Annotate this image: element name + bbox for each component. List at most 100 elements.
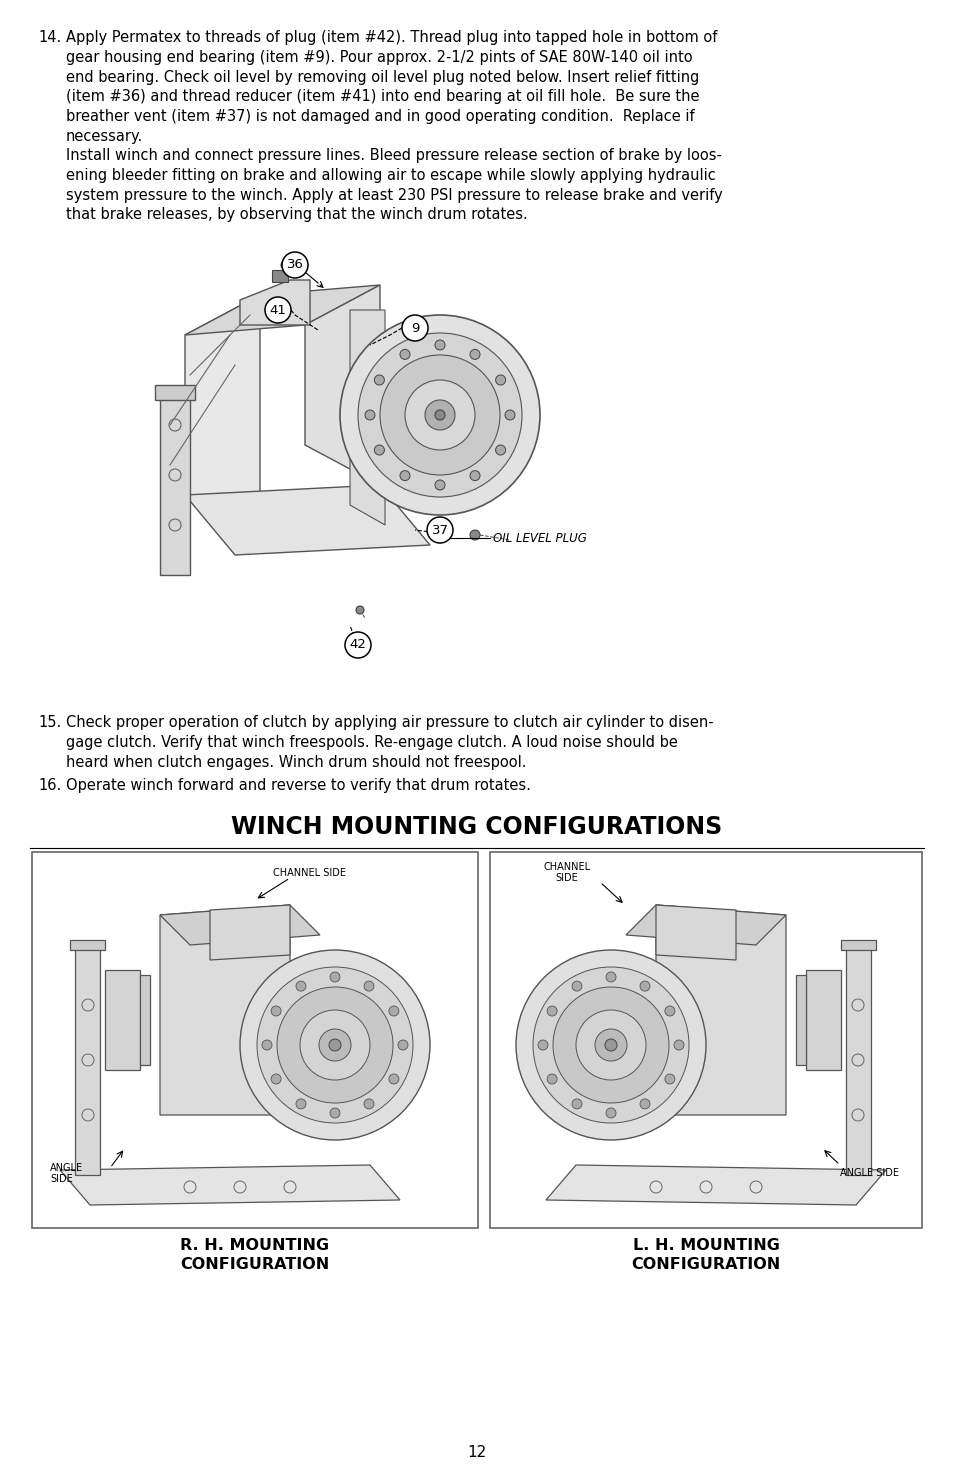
Polygon shape bbox=[545, 1165, 885, 1205]
Circle shape bbox=[470, 530, 479, 540]
Circle shape bbox=[496, 445, 505, 454]
Circle shape bbox=[470, 350, 479, 360]
Text: L. H. MOUNTING
CONFIGURATION: L. H. MOUNTING CONFIGURATION bbox=[631, 1238, 780, 1273]
Text: Operate winch forward and reverse to verify that drum rotates.: Operate winch forward and reverse to ver… bbox=[66, 777, 530, 794]
Circle shape bbox=[295, 1099, 306, 1109]
Circle shape bbox=[427, 518, 453, 543]
Polygon shape bbox=[70, 940, 105, 950]
Circle shape bbox=[546, 1006, 557, 1016]
Circle shape bbox=[389, 1006, 398, 1016]
Circle shape bbox=[256, 968, 413, 1122]
Text: 9: 9 bbox=[411, 322, 418, 335]
Circle shape bbox=[572, 1099, 581, 1109]
Circle shape bbox=[639, 981, 649, 991]
Text: 16.: 16. bbox=[38, 777, 61, 794]
Text: 36: 36 bbox=[286, 258, 303, 271]
Polygon shape bbox=[32, 853, 477, 1229]
Polygon shape bbox=[210, 906, 290, 960]
Polygon shape bbox=[490, 853, 921, 1229]
Polygon shape bbox=[625, 906, 785, 945]
Circle shape bbox=[318, 1030, 351, 1061]
Circle shape bbox=[282, 252, 308, 277]
Polygon shape bbox=[105, 971, 140, 1069]
Circle shape bbox=[240, 950, 430, 1140]
Text: Apply Permatex to threads of plug (item #42). Thread plug into tapped hole in bo: Apply Permatex to threads of plug (item … bbox=[66, 30, 717, 145]
Text: CHANNEL SIDE: CHANNEL SIDE bbox=[274, 867, 346, 878]
Polygon shape bbox=[140, 975, 150, 1065]
Polygon shape bbox=[154, 385, 194, 400]
Circle shape bbox=[330, 1108, 339, 1118]
Polygon shape bbox=[805, 971, 841, 1069]
Circle shape bbox=[397, 1040, 408, 1050]
Circle shape bbox=[605, 1108, 616, 1118]
Polygon shape bbox=[656, 906, 735, 960]
Circle shape bbox=[435, 410, 444, 420]
Circle shape bbox=[664, 1074, 674, 1084]
Polygon shape bbox=[272, 270, 288, 282]
Circle shape bbox=[399, 471, 410, 481]
Text: ANGLE SIDE: ANGLE SIDE bbox=[840, 1168, 898, 1179]
Polygon shape bbox=[305, 285, 379, 485]
Polygon shape bbox=[75, 945, 100, 1176]
Circle shape bbox=[605, 972, 616, 982]
Circle shape bbox=[664, 1006, 674, 1016]
Circle shape bbox=[435, 341, 444, 350]
Circle shape bbox=[364, 1099, 374, 1109]
Text: WINCH MOUNTING CONFIGURATIONS: WINCH MOUNTING CONFIGURATIONS bbox=[232, 816, 721, 839]
Circle shape bbox=[265, 296, 291, 323]
Text: ANGLE
SIDE: ANGLE SIDE bbox=[50, 1162, 83, 1184]
Text: CHANNEL
SIDE: CHANNEL SIDE bbox=[543, 861, 590, 884]
Circle shape bbox=[424, 400, 455, 431]
Polygon shape bbox=[795, 975, 805, 1065]
Polygon shape bbox=[60, 1165, 399, 1205]
Circle shape bbox=[673, 1040, 683, 1050]
Circle shape bbox=[271, 1006, 281, 1016]
Circle shape bbox=[537, 1040, 547, 1050]
Text: 37: 37 bbox=[431, 524, 448, 537]
Polygon shape bbox=[350, 310, 385, 525]
Circle shape bbox=[345, 631, 371, 658]
Polygon shape bbox=[160, 395, 190, 575]
Circle shape bbox=[355, 606, 364, 614]
Circle shape bbox=[405, 381, 475, 450]
Circle shape bbox=[470, 471, 479, 481]
Polygon shape bbox=[185, 285, 379, 335]
Circle shape bbox=[604, 1038, 617, 1052]
Circle shape bbox=[401, 316, 428, 341]
Circle shape bbox=[553, 987, 668, 1103]
Circle shape bbox=[435, 479, 444, 490]
Circle shape bbox=[576, 1010, 645, 1080]
Text: 41: 41 bbox=[270, 304, 286, 317]
Circle shape bbox=[496, 375, 505, 385]
Circle shape bbox=[389, 1074, 398, 1084]
Polygon shape bbox=[240, 280, 310, 324]
Circle shape bbox=[281, 261, 289, 268]
Text: Check proper operation of clutch by applying air pressure to clutch air cylinder: Check proper operation of clutch by appl… bbox=[66, 715, 713, 770]
Text: 14.: 14. bbox=[38, 30, 61, 46]
Polygon shape bbox=[845, 945, 870, 1176]
Circle shape bbox=[364, 981, 374, 991]
Circle shape bbox=[299, 1010, 370, 1080]
Circle shape bbox=[399, 350, 410, 360]
Text: Install winch and connect pressure lines. Bleed pressure release section of brak: Install winch and connect pressure lines… bbox=[66, 148, 722, 223]
Circle shape bbox=[546, 1074, 557, 1084]
Circle shape bbox=[271, 1074, 281, 1084]
Polygon shape bbox=[185, 295, 260, 535]
Circle shape bbox=[295, 981, 306, 991]
Circle shape bbox=[276, 987, 393, 1103]
Text: 12: 12 bbox=[467, 1446, 486, 1460]
Circle shape bbox=[330, 972, 339, 982]
Circle shape bbox=[516, 950, 705, 1140]
Circle shape bbox=[639, 1099, 649, 1109]
Circle shape bbox=[374, 375, 384, 385]
Text: R. H. MOUNTING
CONFIGURATION: R. H. MOUNTING CONFIGURATION bbox=[180, 1238, 330, 1273]
Circle shape bbox=[595, 1030, 626, 1061]
Text: OIL LEVEL PLUG: OIL LEVEL PLUG bbox=[493, 531, 586, 544]
Circle shape bbox=[374, 445, 384, 454]
Polygon shape bbox=[160, 906, 290, 1115]
Polygon shape bbox=[185, 485, 430, 555]
Circle shape bbox=[365, 410, 375, 420]
Polygon shape bbox=[656, 906, 785, 1115]
Text: 42: 42 bbox=[349, 639, 366, 652]
Circle shape bbox=[357, 333, 521, 497]
